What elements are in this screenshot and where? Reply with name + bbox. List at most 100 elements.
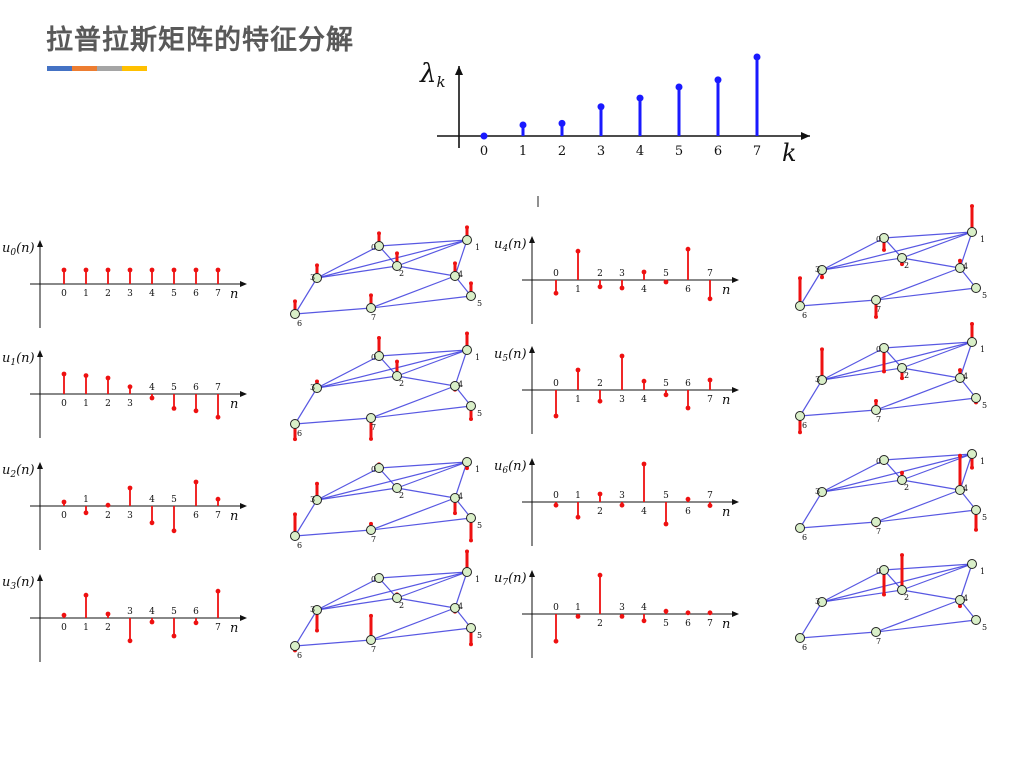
stem-tick-label: 2 [105, 623, 111, 633]
graph-edge [396, 571, 468, 599]
graph-edge [875, 599, 961, 633]
graph-u3: 0 1 2 3 4 5 6 7 [290, 549, 482, 660]
stem-tick-label: 6 [193, 383, 199, 393]
stem-x-arrow [240, 391, 247, 397]
stem-x-arrow [732, 611, 739, 617]
series-label: u3(n) [2, 575, 35, 592]
stem-y-arrow [529, 236, 535, 243]
n-axis-label: n [230, 509, 238, 524]
graph-node [450, 493, 460, 503]
graph-node-label: 4 [458, 602, 463, 611]
stem-tick-label: 2 [105, 511, 111, 521]
stem-tick-label: 3 [619, 491, 625, 501]
stem-tick-label: 5 [663, 619, 669, 629]
graph-edge [959, 341, 973, 379]
stem-y-arrow [529, 346, 535, 353]
stem-marker [171, 633, 177, 639]
graph-edge [821, 237, 885, 271]
graph-node [897, 253, 907, 263]
graph-edge [294, 277, 318, 315]
stem-tick-label: 3 [127, 607, 133, 617]
stem-marker [149, 395, 155, 401]
eigen-y-label: λk [419, 59, 446, 91]
n-axis-label: n [230, 397, 238, 412]
stem-tick-label: 2 [597, 619, 603, 629]
graph-node-label: 2 [904, 371, 909, 380]
graph-signal-tip [469, 538, 473, 543]
graph-node [366, 303, 376, 313]
eigenvalue-marker [597, 103, 605, 111]
graph-signal-tip [882, 247, 886, 252]
graph-node [871, 295, 881, 305]
graph-signal-tip [465, 466, 469, 471]
stem-tick-label: 2 [105, 399, 111, 409]
graph-node-label: 1 [980, 457, 985, 466]
stem-x-arrow [240, 281, 247, 287]
graph-node [450, 381, 460, 391]
stem-tick-label: 5 [171, 607, 177, 617]
graph-node-label: 3 [310, 383, 315, 392]
graph-node-label: 7 [371, 313, 376, 322]
eigenvector-panel-u0: u0(n) n 0 1 2 3 4 5 6 7 0 1 2 3 4 5 6 7 [2, 225, 482, 328]
eigenvector-panel-u4: u4(n) n 0 1 2 3 4 5 6 7 0 1 2 3 4 5 6 7 [494, 204, 987, 324]
stem-tick-label: 4 [149, 383, 155, 393]
graph-edge [821, 459, 885, 493]
graph-node-label: 1 [980, 345, 985, 354]
stem-marker [83, 592, 89, 598]
graph-edge [821, 589, 903, 603]
graph-edge [821, 563, 973, 603]
stem-marker [553, 638, 559, 644]
graph-edge [316, 245, 380, 279]
graph-node-label: 4 [963, 484, 968, 493]
graph-node [971, 393, 981, 403]
stem-marker [553, 413, 559, 419]
graph-signal-tip [315, 263, 319, 268]
eigenvalue-marker [558, 119, 566, 127]
stem-tick-label: 0 [553, 379, 559, 389]
graph-edge [316, 577, 380, 611]
graph-node-label: 0 [876, 457, 881, 466]
graph-node [312, 383, 322, 393]
graph-node [366, 413, 376, 423]
graph-signal-tip [874, 399, 878, 403]
accent-segment-blue [47, 66, 72, 71]
eigenvalue-marker [675, 83, 683, 91]
graph-edge [799, 631, 877, 639]
series-label: u0(n) [2, 241, 35, 258]
graph-edge [799, 491, 823, 529]
graph-node-label: 4 [963, 372, 968, 381]
stem-marker [575, 248, 581, 254]
stem-tick-label: 6 [193, 607, 199, 617]
stem-tick-label: 1 [575, 285, 581, 295]
graph-signal-tip [369, 521, 373, 526]
stem-tick-label: 7 [707, 619, 713, 629]
graph-edge [875, 509, 977, 523]
graph-node-label: 0 [371, 575, 376, 584]
stem-y-arrow [529, 458, 535, 465]
stem-tick-label: 6 [685, 507, 691, 517]
stem-tick-label: 5 [171, 383, 177, 393]
graph-node [466, 513, 476, 523]
graph-signal-tip [465, 225, 469, 230]
stem-tick-label: 4 [149, 495, 155, 505]
stem-marker [685, 610, 691, 616]
eigenvector-panel-u3: u3(n) n 0 1 2 3 4 5 6 7 0 1 2 3 4 5 6 7 [2, 549, 482, 662]
graph-edge [294, 499, 318, 537]
stem-marker [663, 521, 669, 527]
stem-marker [597, 572, 603, 578]
graph-node [817, 597, 827, 607]
eigen-y-arrow [455, 66, 463, 75]
eigen-tick-label: 5 [675, 144, 683, 159]
graph-node-label: 4 [963, 594, 968, 603]
graph-node [462, 345, 472, 355]
graph-edge [316, 487, 398, 501]
graph-node [312, 605, 322, 615]
stem-tick-label: 0 [61, 623, 67, 633]
graph-node [971, 283, 981, 293]
graph-u7: 0 1 2 3 4 5 6 7 [795, 553, 987, 652]
graph-signal-tip [395, 251, 399, 256]
graph-signal-tip [469, 281, 473, 286]
stem-marker [707, 377, 713, 383]
graph-edge [294, 307, 372, 315]
